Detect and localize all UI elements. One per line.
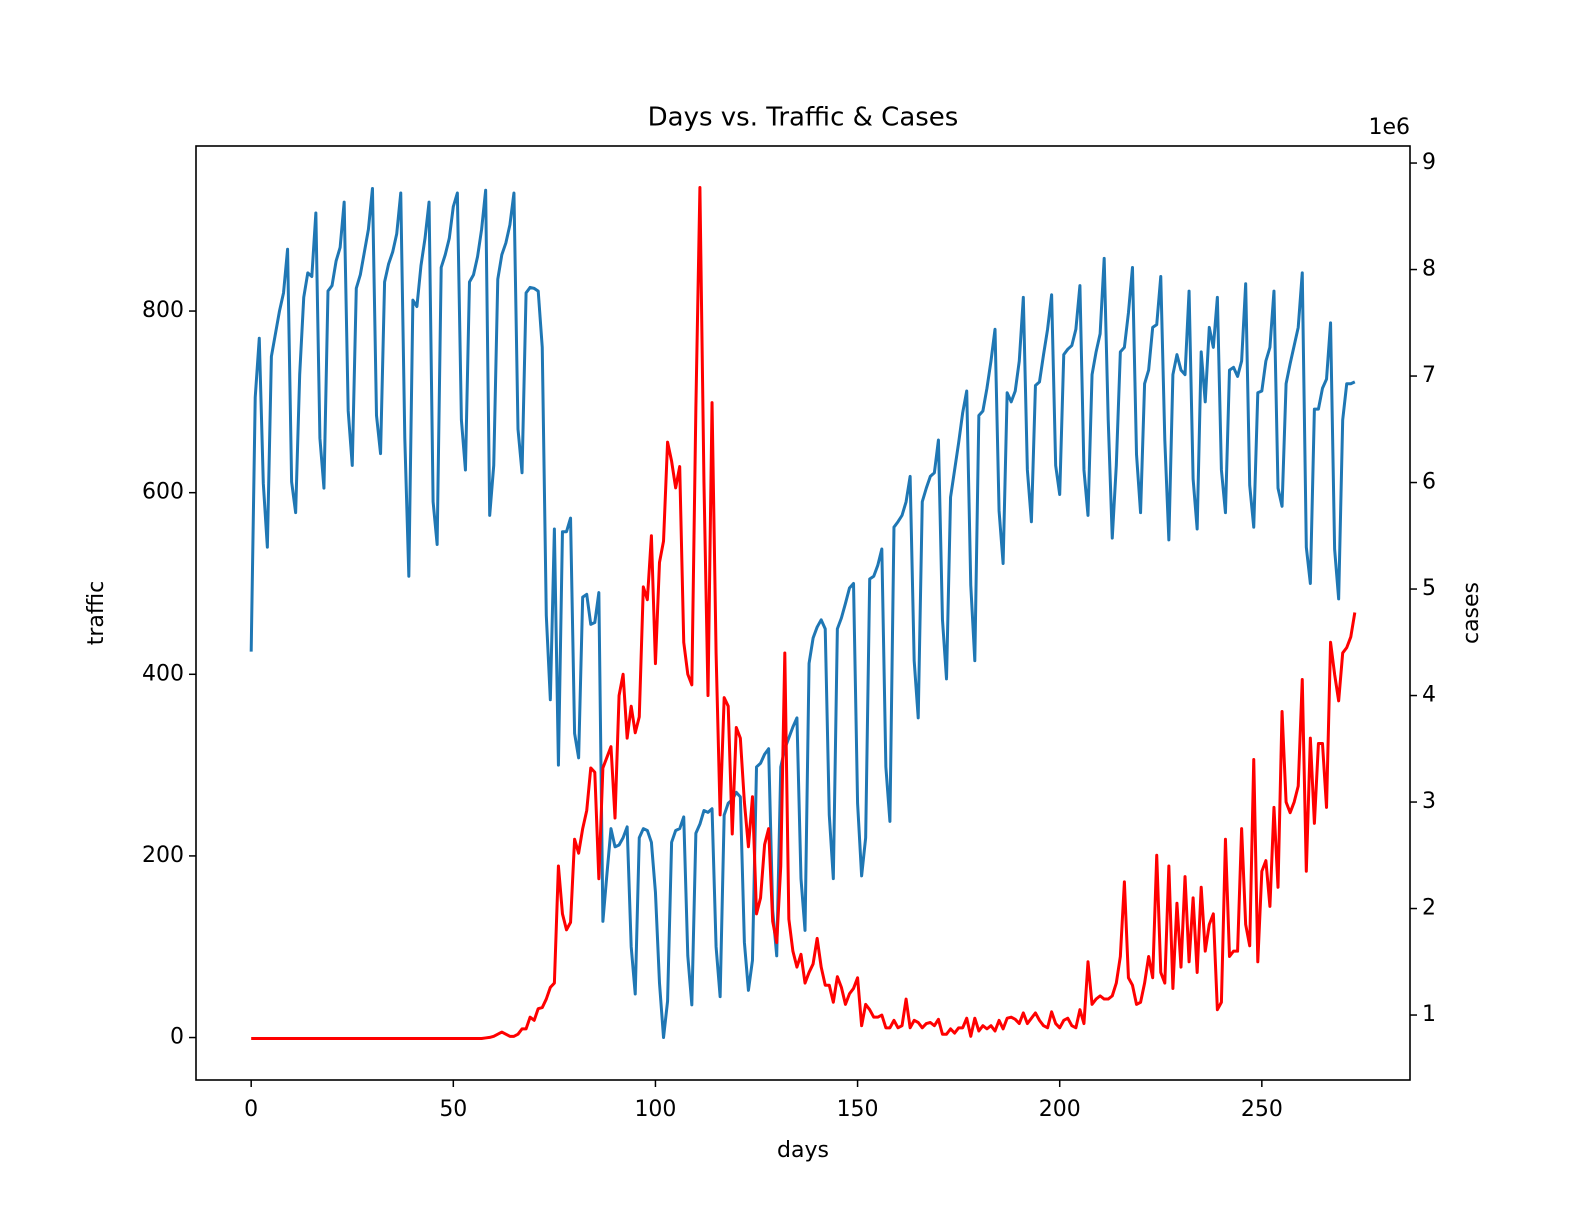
y2-tick-label: 4	[1422, 683, 1436, 708]
y-axis-label: traffic	[84, 581, 109, 646]
chart-title: Days vs. Traffic & Cases	[648, 103, 959, 133]
y-tick-label: 200	[142, 843, 184, 868]
series-line	[251, 186, 1357, 1040]
y2-tick-label: 8	[1422, 257, 1436, 282]
y-tick-label: 0	[170, 1025, 184, 1050]
y2-tick-label: 3	[1422, 789, 1436, 814]
y2-axis-label: cases	[1459, 582, 1484, 644]
y2-tick-label: 1	[1422, 1002, 1436, 1027]
y2-tick-label: 5	[1422, 576, 1436, 601]
y-tick-label: 400	[142, 661, 184, 686]
x-axis-label: days	[777, 1138, 829, 1163]
y2-tick-label: 2	[1422, 896, 1436, 921]
x-tick-label: 100	[634, 1097, 676, 1122]
x-tick-label: 0	[244, 1097, 258, 1122]
series-line	[249, 186, 1356, 1040]
x-tick-label: 50	[439, 1097, 467, 1122]
x-tick-label: 250	[1241, 1097, 1283, 1122]
y-tick-label: 800	[142, 298, 184, 323]
x-tick-label: 200	[1039, 1097, 1081, 1122]
y2-tick-label: 9	[1422, 150, 1436, 175]
y2-tick-label: 7	[1422, 363, 1436, 388]
y2-offset-label: 1e6	[1368, 115, 1410, 140]
plot-frame	[195, 145, 1411, 1081]
y2-tick-label: 6	[1422, 470, 1436, 495]
x-tick-label: 150	[837, 1097, 879, 1122]
y-tick-label: 600	[142, 480, 184, 505]
